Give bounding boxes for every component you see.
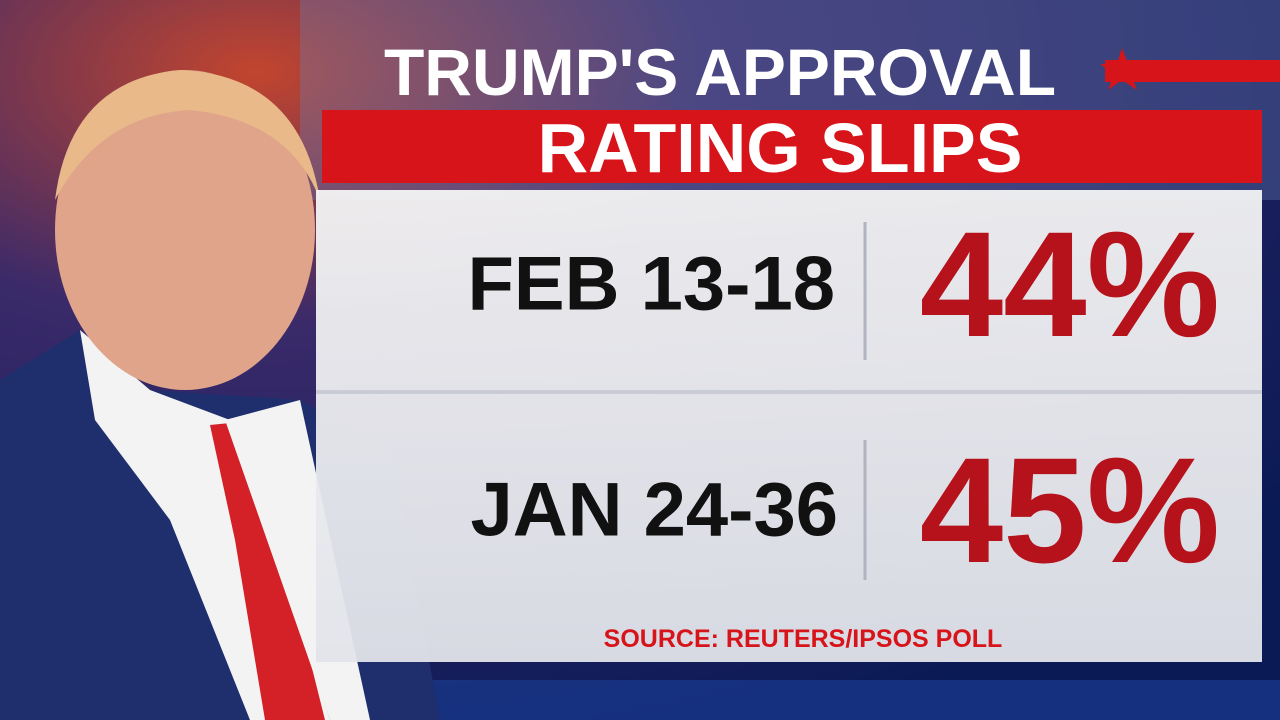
rating: 45% <box>920 426 1220 594</box>
source: SOURCE: REUTERS/IPSOS POLL <box>604 625 1003 653</box>
title-line1: TRUMP'S APPROVAL <box>384 35 1056 109</box>
title-line2: RATING SLIPS <box>538 109 1023 187</box>
title-accent-bar <box>1105 60 1280 82</box>
period: JAN 24-36 <box>470 468 838 553</box>
period: FEB 13-18 <box>468 242 836 327</box>
data-panel <box>316 190 1262 662</box>
rating: 44% <box>920 200 1220 368</box>
title-box <box>322 110 1262 183</box>
title-accent-star <box>1100 48 1145 90</box>
